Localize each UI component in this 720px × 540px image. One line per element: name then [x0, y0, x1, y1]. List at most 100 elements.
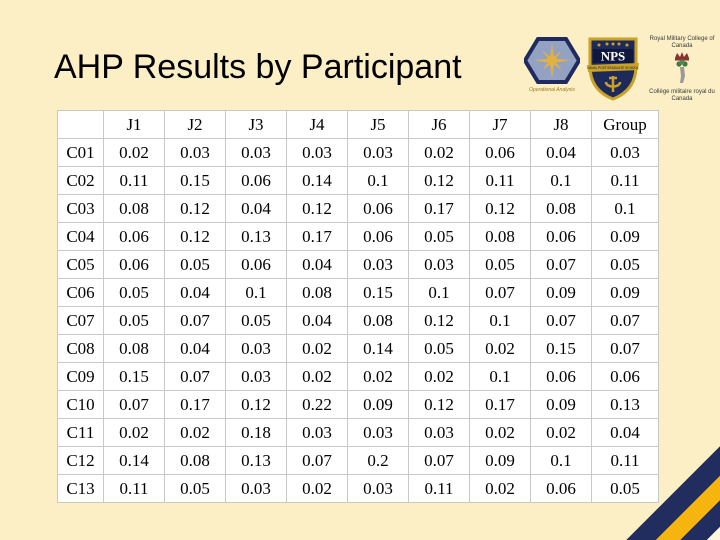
value-cell: 0.02 — [286, 474, 348, 503]
nps-logo: NPS NAVAL POSTGRADUATE SCHOOL — [585, 36, 641, 102]
table-row: C05 0.06 0.05 0.06 0.04 0.03 0.03 0.05 0.07 0.05 — [57, 250, 659, 279]
value-cell: 0.12 — [408, 306, 470, 335]
value-cell: 0.07 — [530, 306, 592, 335]
value-cell: 0.09 — [469, 446, 531, 475]
value-cell: 0.02 — [164, 418, 226, 447]
value-cell: 0.11 — [591, 166, 659, 195]
table-row: C01 0.02 0.03 0.03 0.03 0.03 0.02 0.06 0.04 0.03 — [57, 138, 659, 167]
value-cell: 0.05 — [103, 306, 165, 335]
value-cell: 0.2 — [347, 446, 409, 475]
value-cell: 0.04 — [286, 306, 348, 335]
rmc-bottom-text: Collège militaire royal du Canada — [649, 89, 715, 102]
value-cell: 0.03 — [347, 418, 409, 447]
value-cell: 0.11 — [591, 446, 659, 475]
table-row: C08 0.08 0.04 0.03 0.02 0.14 0.05 0.02 0.15 0.07 — [57, 334, 659, 363]
value-cell: 0.07 — [286, 446, 348, 475]
value-cell: 0.05 — [164, 250, 226, 279]
row-label: C10 — [57, 390, 104, 419]
column-header: J5 — [347, 110, 409, 139]
value-cell: 0.03 — [225, 138, 287, 167]
value-cell: 0.15 — [347, 278, 409, 307]
column-header — [57, 110, 104, 139]
value-cell: 0.08 — [103, 334, 165, 363]
value-cell: 0.05 — [408, 222, 470, 251]
value-cell: 0.13 — [225, 222, 287, 251]
value-cell: 0.03 — [408, 250, 470, 279]
row-label: C05 — [57, 250, 104, 279]
operational-analysis-caption: Operational Analysis — [529, 87, 575, 93]
value-cell: 0.17 — [286, 222, 348, 251]
svg-text:NAVAL POSTGRADUATE SCHOOL: NAVAL POSTGRADUATE SCHOOL — [587, 66, 638, 70]
value-cell: 0.13 — [591, 390, 659, 419]
value-cell: 0.07 — [408, 446, 470, 475]
column-header: J6 — [408, 110, 470, 139]
value-cell: 0.06 — [103, 222, 165, 251]
table-row: C02 0.11 0.15 0.06 0.14 0.1 0.12 0.11 0.1 0.11 — [57, 166, 659, 195]
column-header: J7 — [469, 110, 531, 139]
column-header: J2 — [164, 110, 226, 139]
value-cell: 0.1 — [408, 278, 470, 307]
value-cell: 0.09 — [591, 278, 659, 307]
value-cell: 0.08 — [469, 222, 531, 251]
value-cell: 0.07 — [164, 362, 226, 391]
value-cell: 0.14 — [347, 334, 409, 363]
table-header-row: J1 J2 J3 J4 J5 J6 J7 J8 Group — [57, 110, 659, 139]
row-label: C04 — [57, 222, 104, 251]
value-cell: 0.12 — [408, 390, 470, 419]
value-cell: 0.02 — [286, 362, 348, 391]
row-label: C01 — [57, 138, 104, 167]
ahp-results-table: J1 J2 J3 J4 J5 J6 J7 J8 Group C01 0.02 0.03 0.03 0.0… — [57, 110, 659, 503]
value-cell: 0.02 — [286, 334, 348, 363]
results-table-container: J1 J2 J3 J4 J5 J6 J7 J8 Group C01 0.02 0.03 0.03 0.0… — [57, 110, 659, 503]
value-cell: 0.05 — [591, 474, 659, 503]
value-cell: 0.08 — [347, 306, 409, 335]
row-label: C08 — [57, 334, 104, 363]
value-cell: 0.13 — [225, 446, 287, 475]
value-cell: 0.03 — [347, 138, 409, 167]
value-cell: 0.03 — [286, 138, 348, 167]
column-header: J3 — [225, 110, 287, 139]
value-cell: 0.03 — [286, 418, 348, 447]
operational-analysis-logo: Operational Analysis — [524, 36, 580, 93]
table-row: C04 0.06 0.12 0.13 0.17 0.06 0.05 0.08 0.06 0.09 — [57, 222, 659, 251]
value-cell: 0.12 — [469, 194, 531, 223]
value-cell: 0.1 — [347, 166, 409, 195]
value-cell: 0.06 — [347, 222, 409, 251]
value-cell: 0.14 — [103, 446, 165, 475]
row-label: C13 — [57, 474, 104, 503]
value-cell: 0.03 — [164, 138, 226, 167]
value-cell: 0.03 — [347, 250, 409, 279]
column-header: J8 — [530, 110, 592, 139]
table-row: C06 0.05 0.04 0.1 0.08 0.15 0.1 0.07 0.09 0.09 — [57, 278, 659, 307]
value-cell: 0.04 — [164, 278, 226, 307]
column-header: J1 — [103, 110, 165, 139]
table-row: C09 0.15 0.07 0.03 0.02 0.02 0.02 0.1 0.06 0.06 — [57, 362, 659, 391]
value-cell: 0.1 — [469, 306, 531, 335]
value-cell: 0.02 — [347, 362, 409, 391]
value-cell: 0.05 — [591, 250, 659, 279]
rmc-top-text: Royal Military College of Canada — [649, 36, 715, 49]
value-cell: 0.07 — [164, 306, 226, 335]
row-label: C11 — [57, 418, 104, 447]
value-cell: 0.06 — [469, 138, 531, 167]
value-cell: 0.05 — [408, 334, 470, 363]
value-cell: 0.12 — [225, 390, 287, 419]
table-row: C11 0.02 0.02 0.18 0.03 0.03 0.03 0.02 0.02 0.04 — [57, 418, 659, 447]
value-cell: 0.18 — [225, 418, 287, 447]
value-cell: 0.11 — [408, 474, 470, 503]
value-cell: 0.05 — [225, 306, 287, 335]
table-row: C07 0.05 0.07 0.05 0.04 0.08 0.12 0.1 0.07 0.07 — [57, 306, 659, 335]
rmc-crest-icon — [675, 52, 689, 83]
column-header: Group — [591, 110, 659, 139]
value-cell: 0.14 — [286, 166, 348, 195]
value-cell: 0.06 — [347, 194, 409, 223]
value-cell: 0.12 — [286, 194, 348, 223]
value-cell: 0.04 — [286, 250, 348, 279]
value-cell: 0.1 — [530, 166, 592, 195]
value-cell: 0.08 — [164, 446, 226, 475]
value-cell: 0.12 — [164, 194, 226, 223]
value-cell: 0.03 — [347, 474, 409, 503]
value-cell: 0.12 — [408, 166, 470, 195]
value-cell: 0.08 — [286, 278, 348, 307]
value-cell: 0.09 — [530, 390, 592, 419]
